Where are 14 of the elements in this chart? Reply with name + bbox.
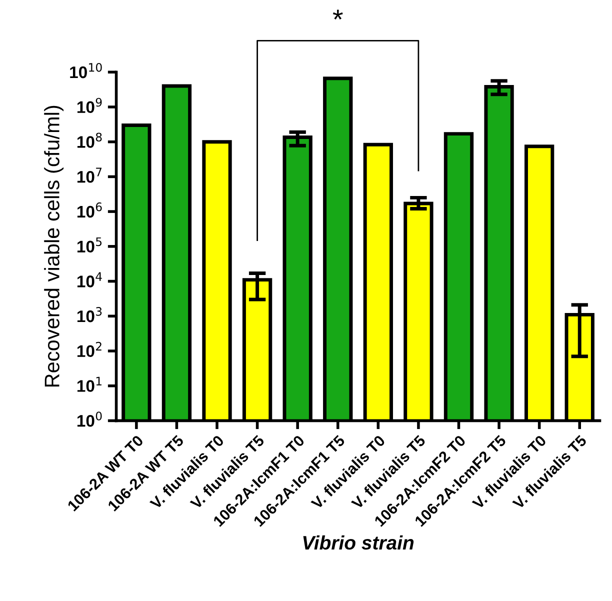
y-tick-label: 10$^{0}$ (77, 412, 102, 427)
y-tick-label: 10$^{8}$ (77, 132, 102, 148)
y-tick-label: 10$^{6}$ (77, 202, 102, 218)
y-tick-label: 10$^{9}$ (77, 98, 102, 114)
y-tick-label: 10$^{4}$ (77, 272, 102, 288)
text: * (332, 10, 343, 20)
y-tick-label: 10$^{2}$ (77, 342, 102, 358)
y-tick-label: 10$^{3}$ (77, 307, 102, 322)
y-tick-label: 10$^{5}$ (77, 237, 102, 252)
y-tick-label: 10$^{10}$ (70, 62, 102, 78)
y-tick-label: 10$^{1}$ (77, 376, 102, 392)
y-tick-label: 10$^{7}$ (77, 168, 102, 183)
y-axis-title: Recovered viable cells (cfu/ml) (44, 106, 64, 387)
x-axis-title: Vibrio strain (303, 535, 414, 550)
